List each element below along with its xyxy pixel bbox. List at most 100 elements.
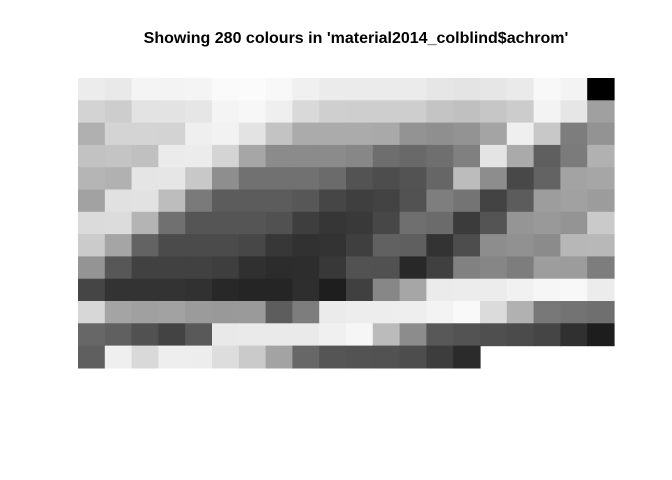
colour-swatch [453, 234, 481, 257]
colour-swatch [185, 122, 213, 146]
colour-swatch [426, 234, 454, 257]
colour-swatch [265, 189, 293, 213]
colour-swatch [399, 100, 427, 124]
colour-swatch [587, 234, 615, 257]
colour-swatch [346, 234, 374, 257]
colour-swatch [185, 323, 213, 347]
colour-swatch [292, 211, 320, 235]
colour-swatch [372, 122, 401, 146]
colour-swatch [131, 345, 159, 369]
colour-swatch [212, 234, 240, 257]
colour-swatch [533, 234, 561, 257]
colour-swatch [238, 122, 267, 146]
colour-swatch [480, 278, 508, 302]
colour-swatch [560, 122, 588, 146]
colour-swatch [560, 78, 588, 101]
colour-swatch [319, 323, 347, 347]
colour-swatch [131, 122, 159, 146]
colour-swatch [292, 256, 320, 280]
colour-swatch [104, 345, 133, 369]
colour-swatch [319, 144, 347, 168]
colour-swatch [104, 256, 133, 280]
colour-swatch [399, 323, 427, 347]
colour-swatch [533, 189, 561, 213]
colour-swatch [131, 211, 159, 235]
colour-swatch [399, 345, 427, 369]
colour-swatch [587, 189, 615, 213]
colour-swatch [319, 122, 347, 146]
colour-swatch [131, 234, 159, 257]
colour-swatch [372, 345, 401, 369]
colour-swatch [533, 323, 561, 347]
colour-swatch [560, 256, 588, 280]
colour-swatch [480, 234, 508, 257]
colour-swatch [346, 323, 374, 347]
colour-swatch [238, 211, 267, 235]
colour-swatch [292, 144, 320, 168]
colour-swatch [480, 78, 508, 101]
colour-swatch [104, 167, 133, 191]
colour-swatch [453, 167, 481, 191]
colour-swatch [346, 78, 374, 101]
colour-swatch [212, 301, 240, 324]
colour-swatch [426, 323, 454, 347]
colour-swatch [158, 211, 186, 235]
colour-swatch [292, 323, 320, 347]
colour-swatch [399, 144, 427, 168]
colour-swatch [453, 211, 481, 235]
colour-swatch [265, 167, 293, 191]
colour-swatch [265, 256, 293, 280]
colour-swatch [158, 122, 186, 146]
colour-swatch [265, 323, 293, 347]
colour-swatch [158, 345, 186, 369]
colour-swatch [158, 144, 186, 168]
colour-swatch [158, 256, 186, 280]
colour-swatch [453, 323, 481, 347]
colour-swatch [426, 189, 454, 213]
colour-swatch [480, 323, 508, 347]
colour-swatch [480, 211, 508, 235]
colour-swatch [238, 345, 267, 369]
colour-swatch [506, 256, 535, 280]
colour-swatch [185, 189, 213, 213]
colour-swatch [158, 100, 186, 124]
colour-swatch [78, 256, 106, 280]
colour-swatch [292, 345, 320, 369]
colour-swatch [238, 144, 267, 168]
colour-swatch [372, 323, 401, 347]
colour-swatch [265, 211, 293, 235]
colour-swatch [480, 301, 508, 324]
colour-swatch [185, 345, 213, 369]
colour-swatch [131, 301, 159, 324]
colour-swatch [238, 278, 267, 302]
colour-swatch [238, 323, 267, 347]
colour-swatch [131, 78, 159, 101]
colour-swatch [212, 323, 240, 347]
colour-swatch [78, 234, 106, 257]
colour-swatch [265, 278, 293, 302]
colour-swatch [533, 301, 561, 324]
colour-swatch [78, 122, 106, 146]
colour-swatch [319, 234, 347, 257]
colour-swatch [506, 144, 535, 168]
colour-swatch [533, 100, 561, 124]
colour-swatch [453, 189, 481, 213]
colour-swatch [480, 144, 508, 168]
colour-swatch [104, 100, 133, 124]
colour-swatch [372, 234, 401, 257]
colour-swatch [560, 189, 588, 213]
colour-swatch [185, 100, 213, 124]
colour-swatch [453, 78, 481, 101]
colour-swatch [185, 144, 213, 168]
colour-swatch [399, 301, 427, 324]
colour-swatch [560, 211, 588, 235]
colour-swatch [265, 144, 293, 168]
colour-swatch [426, 211, 454, 235]
colour-swatch [238, 234, 267, 257]
colour-swatch [104, 278, 133, 302]
colour-swatch [104, 323, 133, 347]
colour-swatch [426, 78, 454, 101]
colour-swatch [185, 301, 213, 324]
colour-swatch [238, 189, 267, 213]
colour-swatch [506, 234, 535, 257]
